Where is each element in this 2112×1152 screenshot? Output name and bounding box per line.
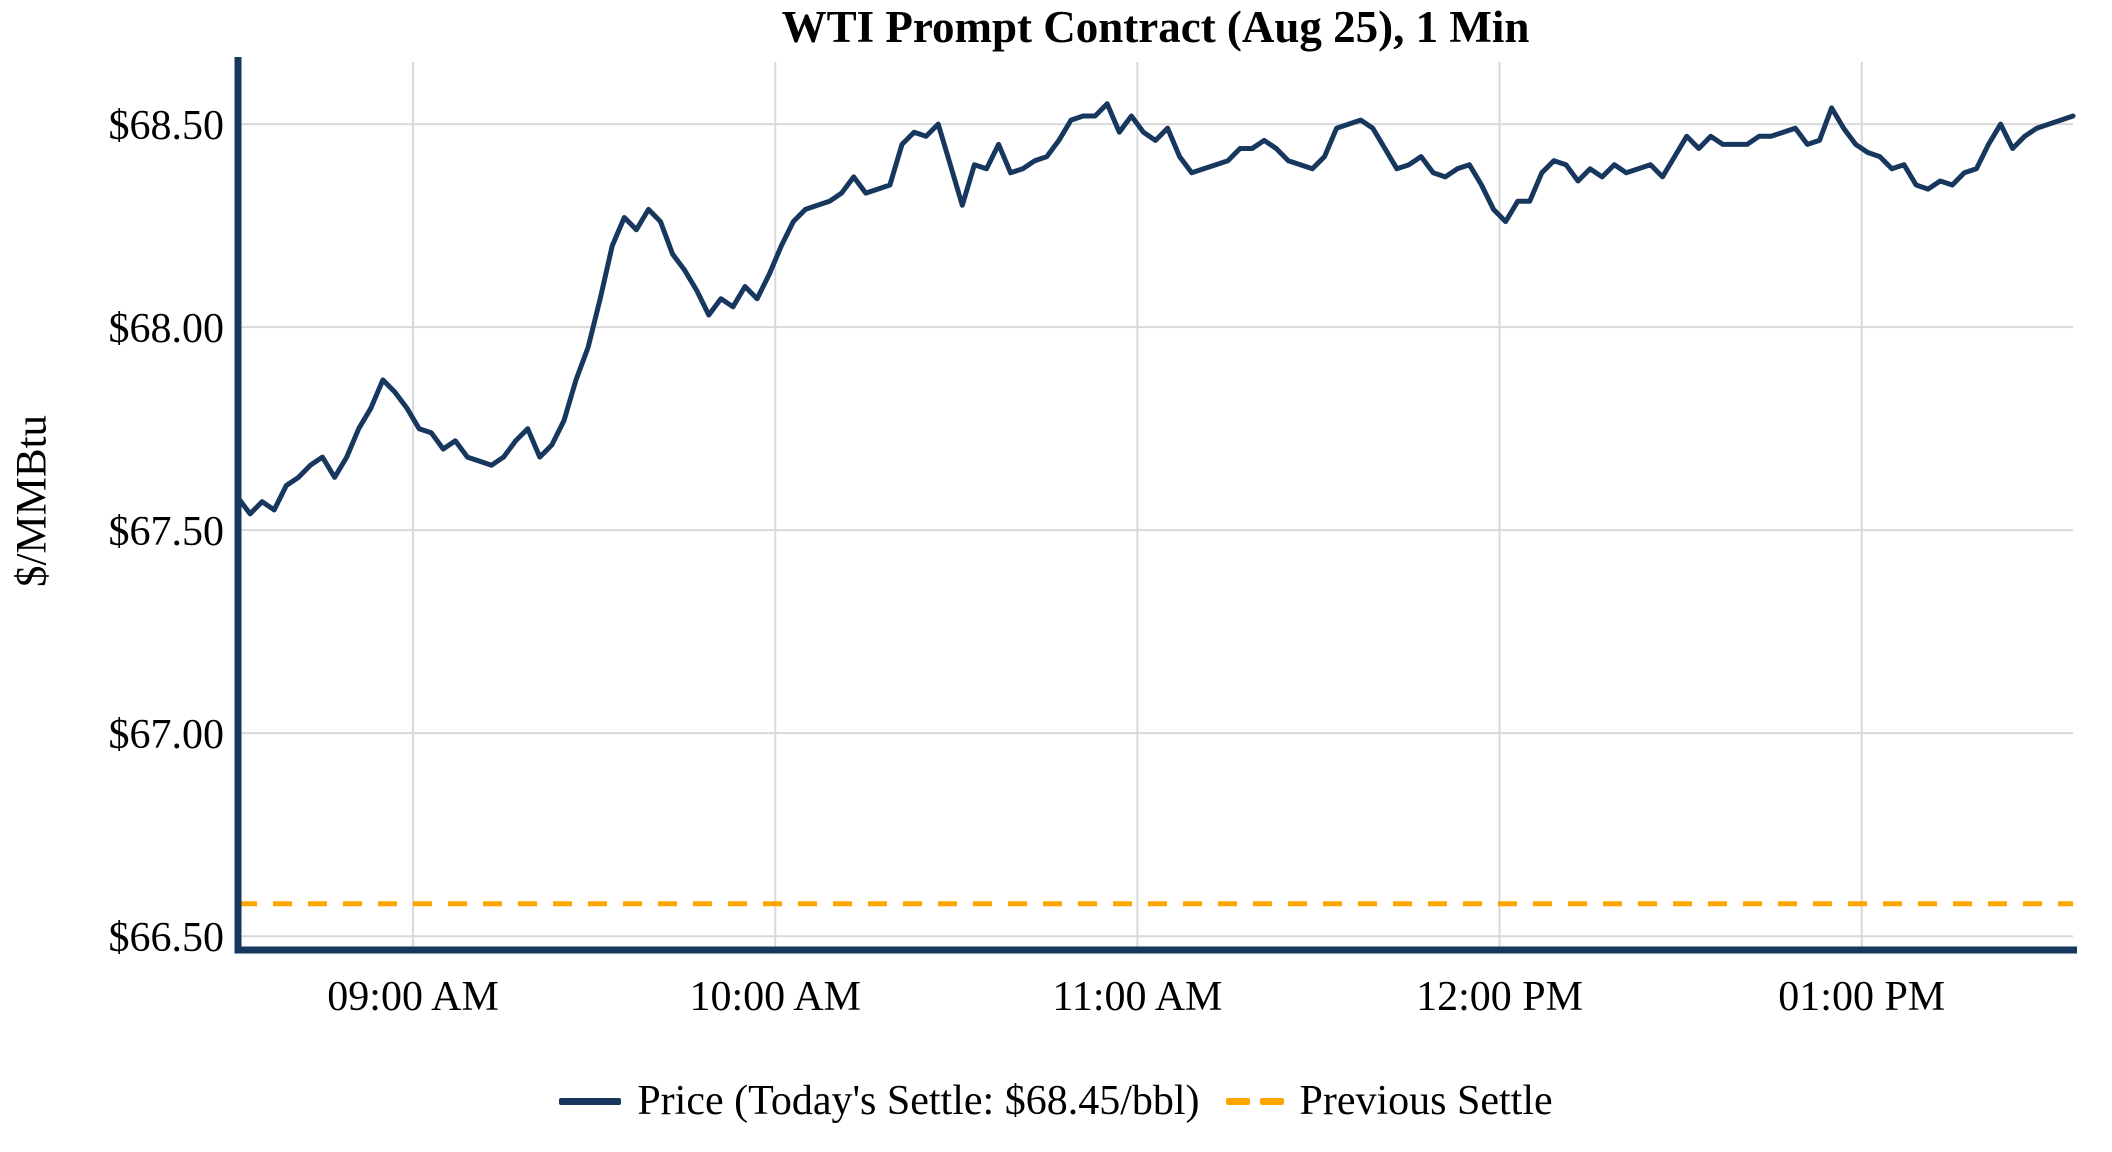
- x-tick-label: 01:00 PM: [1778, 974, 1945, 1020]
- y-tick-label: $67.50: [109, 509, 225, 555]
- y-tick-label: $68.50: [109, 103, 225, 149]
- previous-settle-dash-icon: [1225, 1097, 1250, 1105]
- y-tick-label: $67.00: [109, 712, 225, 758]
- x-tick-label: 10:00 AM: [689, 974, 861, 1020]
- x-tick-label: 11:00 AM: [1052, 974, 1222, 1020]
- chart-title: WTI Prompt Contract (Aug 25), 1 Min: [781, 2, 1530, 52]
- price-legend-label: Price (Today's Settle: $68.45/bbl): [637, 1078, 1200, 1124]
- previous-settle-legend-label: Previous Settle: [1299, 1078, 1553, 1124]
- chart-legend: Price (Today's Settle: $68.45/bbl) Previ…: [0, 1070, 2112, 1132]
- x-tick-label: 09:00 AM: [327, 974, 499, 1020]
- y-tick-label: $68.00: [109, 306, 225, 352]
- price-line: [235, 101, 2076, 517]
- price-line-swatch-icon: [559, 1097, 622, 1105]
- previous-settle-dash-icon: [1259, 1097, 1284, 1105]
- y-tick-label: $66.50: [109, 915, 225, 961]
- price-legend-item: [559, 1097, 622, 1105]
- previous-settle-legend-item: [1225, 1097, 1284, 1105]
- x-tick-label: 12:00 PM: [1416, 974, 1583, 1020]
- y-axis-label: $/MMBtu: [8, 414, 56, 588]
